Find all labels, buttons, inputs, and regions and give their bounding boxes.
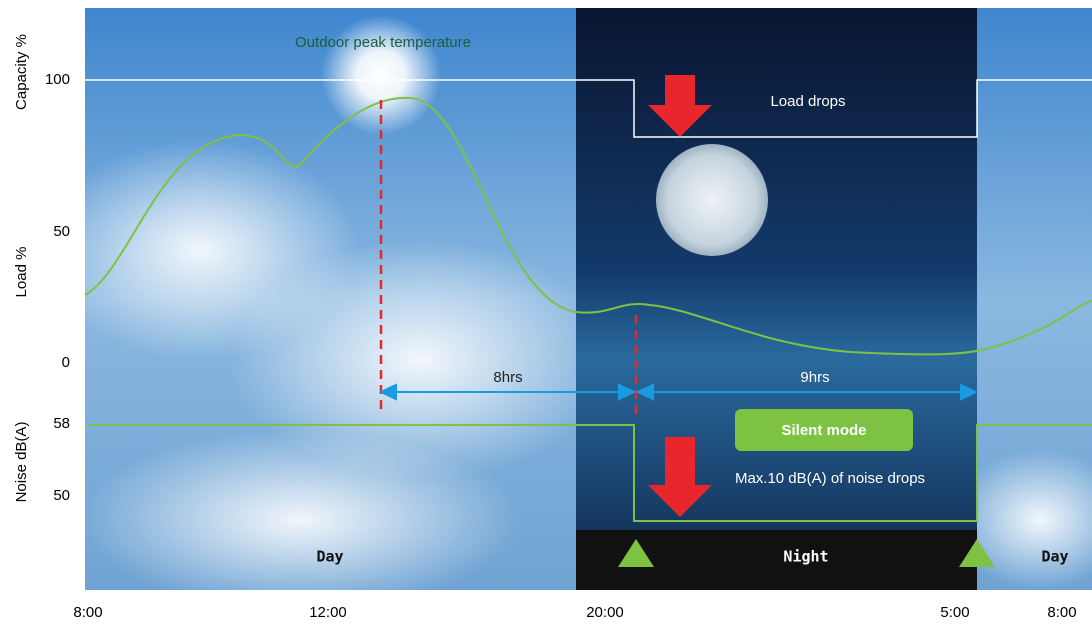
silent-mode-label: Silent mode (781, 422, 866, 439)
axis-label: Capacity % (13, 34, 30, 110)
moon (656, 144, 768, 256)
tick-label: 50 (53, 487, 70, 504)
axis-label: Noise dB(A) (13, 422, 30, 503)
time-label: 8:00 (73, 604, 102, 621)
page: Outdoor peak temperature Load drops 8hrs… (0, 0, 1092, 628)
day-duration: 8hrs (493, 369, 522, 386)
period-label: Day (1041, 548, 1068, 566)
axis-label: Load % (13, 247, 30, 298)
load-drop-annotation: Load drops (770, 93, 845, 110)
tick-label: 100 (45, 71, 70, 88)
tick-label: 0 (62, 354, 70, 371)
time-label: 5:00 (940, 604, 969, 621)
noise-drop-annotation: Max.10 dB(A) of noise drops (735, 470, 925, 487)
diagram: Outdoor peak temperature Load drops 8hrs… (0, 0, 1092, 628)
time-label: 12:00 (309, 604, 347, 621)
peak-annotation: Outdoor peak temperature (295, 34, 471, 51)
period-label: Day (316, 548, 343, 566)
tick-label: 50 (53, 223, 70, 240)
night-duration: 9hrs (800, 369, 829, 386)
tick-label: 58 (53, 415, 70, 432)
period-label: Night (783, 548, 828, 566)
time-label: 8:00 (1047, 604, 1076, 621)
time-label: 20:00 (586, 604, 624, 621)
